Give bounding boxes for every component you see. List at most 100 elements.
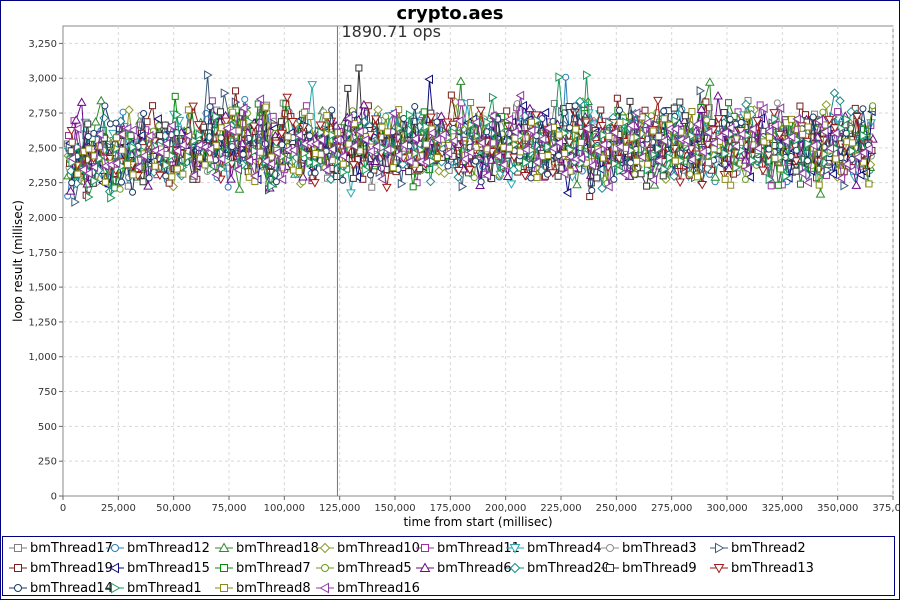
legend-marker bbox=[14, 544, 22, 552]
data-point bbox=[774, 130, 785, 140]
legend-item-bmThread5: bmThread5 bbox=[316, 559, 412, 577]
data-point bbox=[217, 108, 225, 116]
data-point bbox=[302, 102, 310, 110]
data-point bbox=[791, 157, 802, 166]
data-point bbox=[311, 158, 321, 169]
data-point bbox=[764, 126, 774, 137]
x-tick-label: 100,000 bbox=[264, 503, 305, 514]
data-point bbox=[808, 162, 816, 170]
x-tick-label: 300,000 bbox=[706, 503, 747, 514]
data-point bbox=[576, 153, 586, 163]
data-point bbox=[377, 174, 386, 184]
legend-swatch bbox=[416, 544, 434, 552]
data-point bbox=[64, 132, 72, 140]
data-point bbox=[222, 123, 231, 134]
data-point bbox=[782, 171, 791, 182]
data-point bbox=[544, 152, 552, 160]
data-point bbox=[311, 169, 319, 177]
data-point bbox=[71, 197, 80, 207]
data-point bbox=[737, 118, 745, 126]
data-point bbox=[776, 165, 784, 173]
data-point bbox=[277, 118, 285, 126]
data-point bbox=[831, 128, 840, 138]
legend-item-bmThread17: bmThread17 bbox=[9, 539, 113, 557]
data-point bbox=[829, 88, 840, 98]
data-point bbox=[382, 112, 390, 120]
legend-marker bbox=[319, 542, 331, 554]
legend-item-bmThread18: bmThread18 bbox=[215, 539, 319, 557]
data-point bbox=[84, 120, 92, 128]
x-tick-label: 175,000 bbox=[430, 503, 471, 514]
data-point bbox=[444, 141, 452, 149]
data-point bbox=[525, 103, 535, 113]
data-point bbox=[696, 85, 706, 96]
data-point bbox=[366, 171, 374, 179]
legend-swatch bbox=[215, 584, 233, 592]
data-point bbox=[527, 118, 535, 126]
data-point bbox=[424, 74, 433, 85]
data-point bbox=[840, 180, 849, 191]
data-point bbox=[82, 178, 93, 188]
data-point bbox=[775, 103, 785, 113]
data-point bbox=[770, 120, 779, 131]
data-point bbox=[195, 130, 205, 140]
data-point bbox=[282, 93, 293, 103]
data-point bbox=[659, 135, 669, 146]
data-point bbox=[555, 131, 563, 139]
data-point bbox=[129, 142, 138, 153]
y-tick-label: 2,250 bbox=[28, 178, 57, 189]
data-point bbox=[294, 130, 303, 141]
data-point bbox=[631, 170, 639, 178]
y-tick-label: 1,000 bbox=[28, 352, 57, 363]
data-point bbox=[531, 111, 542, 120]
data-point bbox=[599, 130, 609, 140]
data-point bbox=[205, 143, 215, 154]
legend-label: bmThread12 bbox=[127, 540, 210, 556]
data-point bbox=[572, 125, 580, 133]
data-point bbox=[562, 73, 570, 81]
data-point bbox=[207, 155, 215, 163]
data-point bbox=[593, 146, 602, 156]
legend-marker bbox=[321, 564, 329, 572]
data-point bbox=[787, 152, 795, 160]
x-tick-label: 325,000 bbox=[762, 503, 803, 514]
data-point bbox=[743, 112, 751, 120]
data-point bbox=[502, 171, 513, 181]
data-point bbox=[244, 155, 254, 166]
data-point bbox=[432, 134, 442, 145]
data-point bbox=[676, 98, 684, 106]
legend-item-bmThread1: bmThread1 bbox=[106, 579, 202, 597]
data-point bbox=[765, 133, 773, 141]
data-point bbox=[245, 173, 253, 181]
data-point bbox=[453, 172, 463, 182]
data-point bbox=[869, 102, 877, 110]
data-point bbox=[597, 106, 605, 114]
data-point bbox=[561, 149, 569, 157]
data-point bbox=[206, 164, 216, 174]
data-point bbox=[587, 160, 597, 171]
data-point bbox=[588, 186, 596, 194]
data-point bbox=[532, 157, 541, 168]
data-point bbox=[848, 146, 858, 156]
data-point bbox=[100, 134, 108, 142]
data-point bbox=[797, 168, 807, 179]
data-point bbox=[119, 108, 127, 116]
data-point bbox=[368, 183, 376, 191]
data-point bbox=[476, 137, 486, 148]
data-point bbox=[804, 138, 813, 149]
data-point bbox=[713, 115, 724, 124]
data-point bbox=[78, 164, 88, 175]
data-point bbox=[836, 173, 846, 184]
data-point bbox=[266, 159, 276, 169]
data-point bbox=[261, 140, 269, 148]
data-point bbox=[295, 168, 303, 176]
data-point bbox=[655, 133, 663, 141]
data-point bbox=[615, 141, 624, 152]
data-point bbox=[66, 166, 76, 176]
legend-label: bmThread13 bbox=[731, 560, 814, 576]
data-point bbox=[613, 94, 621, 102]
data-point bbox=[471, 117, 480, 128]
data-point bbox=[111, 158, 121, 169]
data-point bbox=[597, 122, 608, 131]
legend-item-bmThread16: bmThread16 bbox=[316, 579, 420, 597]
